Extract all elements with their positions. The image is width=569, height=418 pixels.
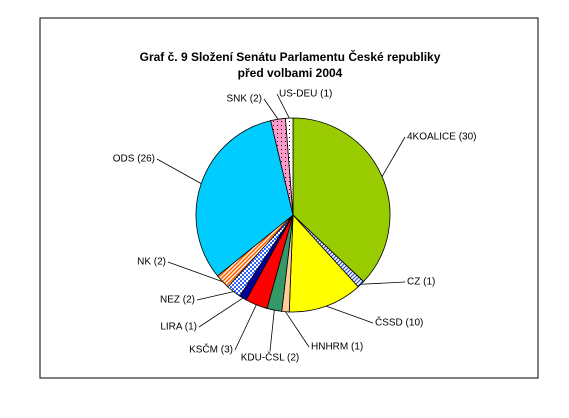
leader-line <box>360 281 406 285</box>
pie-slice <box>285 117 294 216</box>
leader-line <box>196 291 234 301</box>
data-label: HNHRM (1) <box>311 342 363 353</box>
leader-line <box>234 304 257 351</box>
data-label: CZ (1) <box>407 277 435 288</box>
data-label: NEZ (2) <box>160 295 195 306</box>
leader-line <box>167 261 223 282</box>
pie-slice <box>292 117 391 283</box>
data-label: KSČM (3) <box>189 343 233 356</box>
leader-line <box>263 98 279 120</box>
data-label: LIRA (1) <box>160 322 197 333</box>
data-label: KDU-ČSL (2) <box>241 351 300 364</box>
chart-subtitle: před volbami 2004 <box>238 66 343 80</box>
chart-title: Graf č. 9 Složení Senátu Parlamentu Česk… <box>140 49 441 64</box>
data-label: 4KOALICE (30) <box>407 132 476 143</box>
leader-line <box>198 297 244 328</box>
data-label: ODS (26) <box>113 154 155 165</box>
leader-line <box>381 136 406 177</box>
data-label: SNK (2) <box>226 94 262 105</box>
leader-line <box>276 93 290 119</box>
pie-slice <box>195 120 294 277</box>
leader-line <box>326 305 374 324</box>
data-label: US-DEU (1) <box>279 89 332 100</box>
leader-line <box>156 158 202 184</box>
data-label: ČSSD (10) <box>375 316 423 329</box>
data-label: NK (2) <box>137 257 166 268</box>
leader-line <box>269 310 275 352</box>
leader-line <box>285 311 310 348</box>
